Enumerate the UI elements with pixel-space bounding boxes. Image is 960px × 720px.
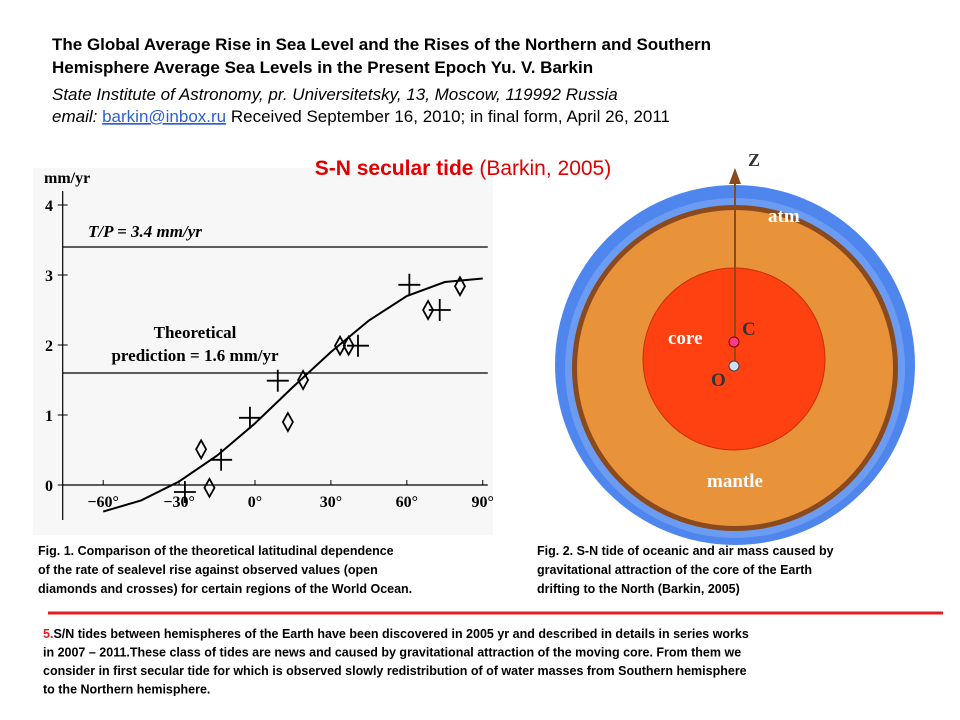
x-tick-label: −30° [163,494,195,511]
header-title: Hemisphere Average Sea Levels in the Pre… [52,58,593,77]
reference-label: prediction = 1.6 mm/yr [111,346,279,365]
x-tick-label: 60° [396,494,418,511]
title-rest: (Barkin, 2005) [479,157,611,180]
diamond-point [281,411,294,433]
cross-point [173,481,196,503]
affiliation: State Institute of Astronomy, pr. Univer… [52,85,618,104]
email-link[interactable]: barkin@inbox.ru [102,107,226,126]
point-c [728,336,740,348]
caption: drifting to the North (Barkin, 2005) [537,582,740,596]
cross-point [346,334,369,357]
footer-number: 5. [43,627,53,641]
y-tick-label: 1 [45,408,53,425]
footer-line: in 2007 – 2011.These class of tides are … [43,646,741,660]
cross-point [266,369,289,392]
caption: Fig. 1. Comparison of the theoretical la… [38,544,394,558]
chart-background [33,168,493,535]
y-tick-label: 3 [45,268,53,285]
diamond-point [297,369,310,391]
received: Received September 16, 2010; in final fo… [231,107,670,126]
cross-point [210,448,233,471]
x-tick-label: 90° [472,494,494,511]
footer-line: consider in first secular tide for which… [43,664,747,678]
header-title: The Global Average Rise in Sea Level and… [52,35,711,54]
email-label: email: [52,107,98,126]
diamond-point [333,334,347,357]
theory-curve [102,277,483,513]
y-tick-label: 0 [45,478,53,495]
point-o [728,360,740,372]
figure-2: Z atm core C O mantle [555,150,915,545]
x-tick-label: −60° [87,494,119,511]
reference-label: T/P = 3.4 mm/yr [88,222,202,241]
label-z: Z [748,150,760,170]
y-axis-label: mm/yr [44,170,90,187]
caption: diamonds and crosses) for certain region… [38,582,412,596]
slide-title: S-N secular tide (Barkin, 2005) [315,157,611,180]
cross-point [428,299,451,321]
diamond-point [203,476,216,499]
title-bold: S-N secular tide [315,157,474,180]
label-atm: atm [768,206,800,227]
diamond-point [453,275,466,298]
footer-line: 5.S/N tides between hemispheres of the E… [43,627,749,641]
diamond-point [422,299,435,321]
label-c: C [742,319,756,340]
label-o: O [711,370,726,391]
caption: of the rate of sealevel rise against obs… [38,563,378,577]
x-tick-label: 0° [248,494,262,511]
label-core: core [668,328,702,349]
footer-text: S/N tides between hemispheres of the Ear… [53,627,748,641]
caption: Fig. 2. S-N tide of oceanic and air mass… [537,544,834,558]
reference-label: Theoretical [154,323,237,342]
footer-line: to the Northern hemisphere. [43,683,210,697]
y-tick-label: 4 [45,198,53,215]
label-mantle: mantle [707,471,763,492]
cross-point [238,406,261,429]
diamond-point [342,334,355,357]
diamond-point [195,438,208,461]
x-tick-label: 30° [320,494,342,511]
z-arrow [729,168,741,184]
email-line: email: barkin@inbox.ru Received Septembe… [52,107,670,126]
cross-point [398,273,421,296]
y-tick-label: 2 [45,338,53,355]
caption: gravitational attraction of the core of … [537,563,812,577]
